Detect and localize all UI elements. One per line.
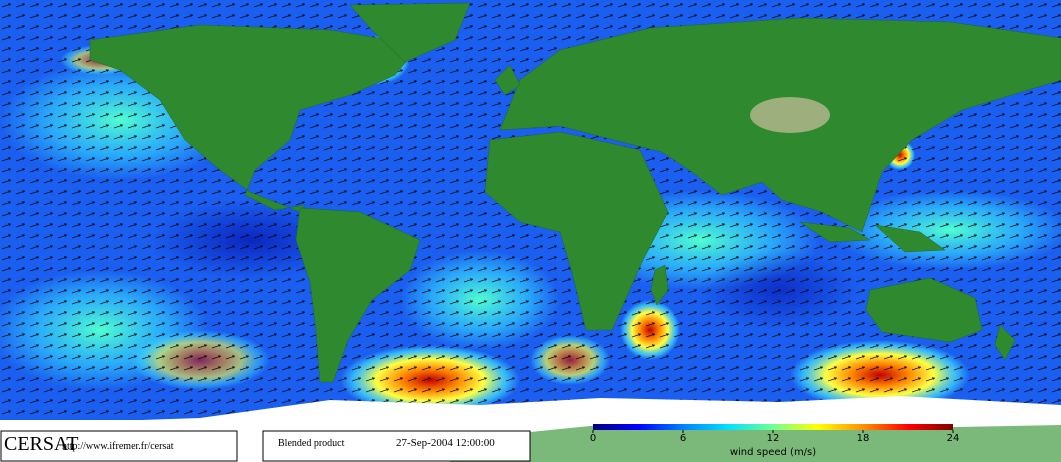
plateau (750, 97, 830, 133)
colorbar: wind speed (m/s) 0 6 12 18 24 (590, 424, 960, 458)
product: Blended product (278, 438, 345, 449)
colorbar-label: wind speed (m/s) (730, 447, 816, 458)
logo-box (0, 430, 238, 462)
antarctica-terrain (450, 425, 1061, 462)
info-box (262, 430, 531, 462)
colorbar-tick-label: 0 (590, 433, 596, 444)
colorbar-tick-label: 12 (767, 433, 780, 444)
colorbar-tick-label: 18 (857, 433, 870, 444)
date: 27-Sep-2004 12:00:00 (396, 437, 495, 449)
colorbar-tick-label: 24 (947, 433, 960, 444)
logo: CERSAT (4, 433, 78, 455)
colorbar-bar (593, 424, 953, 430)
url: http://www.ifremer.fr/cersat (62, 441, 174, 452)
colorbar-tick-label: 6 (680, 433, 686, 444)
